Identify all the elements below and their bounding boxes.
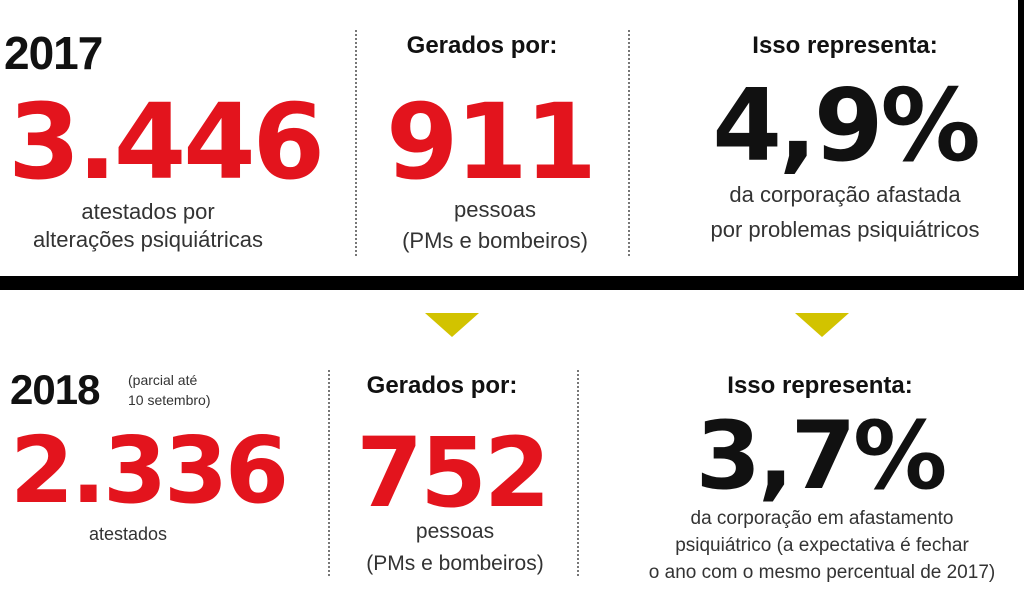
year: 2018 bbox=[10, 366, 100, 413]
dotted-separator bbox=[628, 30, 630, 256]
heading: Gerados por: bbox=[406, 32, 558, 59]
frame-edge bbox=[1018, 0, 1024, 278]
divider-band bbox=[0, 276, 1024, 290]
arrow-down bbox=[425, 313, 479, 337]
people-caption: (PMs e bombeiros) bbox=[366, 552, 544, 575]
year-note: 10 setembro) bbox=[128, 392, 211, 408]
people-count: 752 bbox=[356, 417, 550, 529]
count: 3.446 bbox=[8, 81, 325, 203]
percent-caption: psiquiátrico (a expectativa é fechar bbox=[675, 535, 969, 556]
people-caption: pessoas bbox=[415, 520, 495, 543]
people-caption: (PMs e bombeiros) bbox=[402, 228, 588, 253]
percent: 4,9% bbox=[712, 67, 980, 184]
dotted-separator bbox=[355, 30, 357, 256]
dotted-separator bbox=[577, 370, 579, 576]
year: 2017 bbox=[4, 27, 103, 79]
heading: Isso representa: bbox=[727, 372, 913, 399]
percent: 3,7% bbox=[695, 402, 948, 511]
people-count: 911 bbox=[385, 81, 597, 203]
heading: Isso representa: bbox=[752, 32, 938, 59]
dotted-separator bbox=[328, 370, 330, 576]
people-caption: pessoas bbox=[454, 197, 536, 222]
count-caption: atestados bbox=[88, 524, 168, 544]
count: 2.336 bbox=[10, 417, 289, 524]
percent-caption: por problemas psiquiátricos bbox=[710, 217, 980, 242]
percent-caption: da corporação em afastamento bbox=[690, 508, 954, 529]
arrow-down bbox=[795, 313, 849, 337]
percent-caption: o ano com o mesmo percentual de 2017) bbox=[648, 562, 996, 583]
percent-caption: da corporação afastada bbox=[729, 182, 961, 207]
year-note: (parcial até bbox=[128, 372, 198, 388]
count-caption: alterações psiquiátricas bbox=[33, 227, 263, 252]
heading: Gerados por: bbox=[366, 372, 518, 399]
count-caption: atestados por bbox=[81, 199, 215, 224]
